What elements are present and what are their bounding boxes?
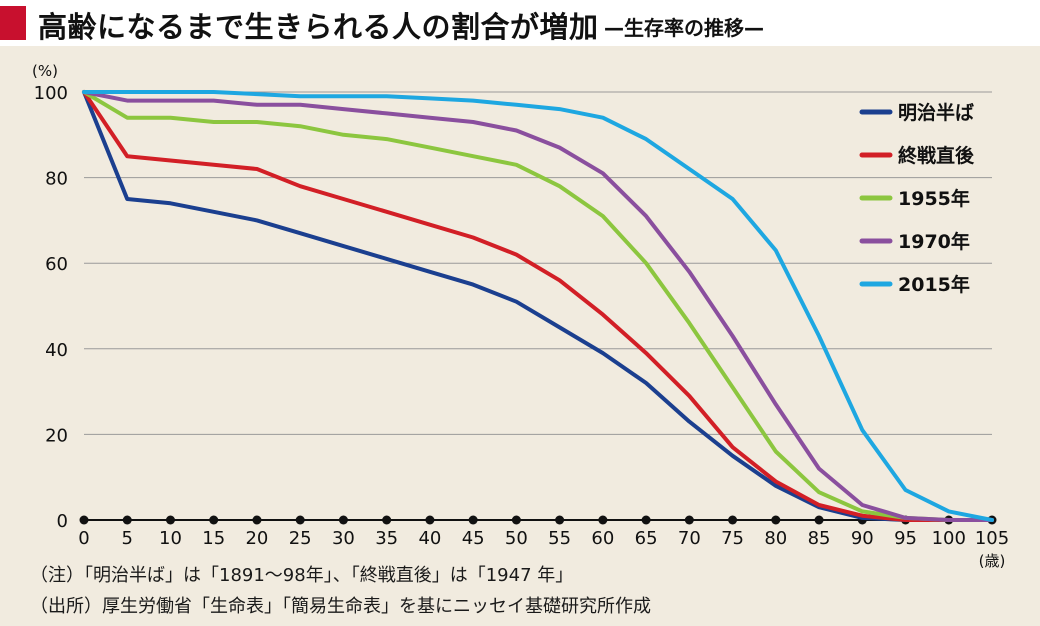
y-tick-label: 60 [45,254,68,275]
x-tick-label: 85 [808,528,831,549]
y-tick-label: 40 [45,340,68,361]
series-line [82,90,994,522]
footnote-source: （出所）厚生労働省「生命表」「簡易生命表」を基にニッセイ基礎研究所作成 [30,596,651,617]
x-tick-label: 55 [548,528,571,549]
x-tick-label: 35 [375,528,398,549]
gridlines [84,91,992,435]
x-tick-label: 65 [635,528,658,549]
x-tick-label: 70 [678,528,701,549]
x-tick-dot [555,515,565,525]
x-tick-label: 15 [202,528,225,549]
x-tick-dot [814,515,824,525]
x-tick-dot [252,515,262,525]
x-tick-label: 105 [975,528,1009,549]
x-tick-dot [468,515,478,525]
x-tick-label: 75 [721,528,744,549]
x-tick-label: 45 [462,528,485,549]
legend-label: 明治半ば [898,101,974,124]
y-tick-label: 0 [57,511,68,532]
x-tick-label: 25 [289,528,312,549]
x-tick-dot [338,515,348,525]
x-tick-dot [771,515,781,525]
x-tick-label: 20 [245,528,268,549]
x-tick-dot [209,515,219,525]
title-accent-bar [0,6,26,40]
chart-subtitle: —生存率の推移— [604,16,764,40]
x-tick-label: 90 [851,528,874,549]
x-tick-dot [122,515,132,525]
chart-title: 高齢になるまで生きられる人の割合が増加 [38,10,599,44]
series-line [82,90,994,522]
y-axis-unit-label: (%) [32,62,58,80]
x-tick-dot [165,515,175,525]
x-tick-dot [425,515,435,525]
series-lines [82,90,994,522]
x-tick-label: 50 [505,528,528,549]
x-tick-label: 40 [418,528,441,549]
x-tick-dot [79,515,89,525]
series-line [82,90,994,522]
x-tick-label: 100 [932,528,966,549]
legend-label: 2015年 [898,273,970,296]
x-tick-label: 30 [332,528,355,549]
axes: 0 20 40 60 80 100 (%) 0 5 10 15 20 25 30 35 40 45 50 55 60 6… [32,62,1009,570]
x-tick-dot [728,515,738,525]
y-tick-label: 80 [45,169,68,190]
y-tick-label: 100 [34,83,68,104]
title-bar: 高齢になるまで生きられる人の割合が増加 —生存率の推移— [0,0,1040,46]
legend-label: 1970年 [898,230,970,253]
x-tick-label: 5 [122,528,133,549]
x-axis-unit-label: (歳) [979,552,1006,570]
x-tick-label: 60 [591,528,614,549]
legend-label: 1955年 [898,187,970,210]
x-tick-dot [641,515,651,525]
x-tick-dot [295,515,305,525]
x-tick-dot [684,515,694,525]
x-tick-label: 95 [894,528,917,549]
y-tick-label: 20 [45,425,68,446]
legend-label: 終戦直後 [898,144,975,167]
x-tick-dot [598,515,608,525]
x-tick-dot [382,515,392,525]
x-tick-label: 0 [78,528,89,549]
x-tick-label: 80 [764,528,787,549]
x-tick-dot [511,515,521,525]
series-line [82,90,994,522]
series-line [82,90,994,522]
x-tick-label: 10 [159,528,182,549]
footnote-note: （注）「明治半ば」は「1891〜98年」、「終戦直後」は「1947 年」 [30,565,574,586]
